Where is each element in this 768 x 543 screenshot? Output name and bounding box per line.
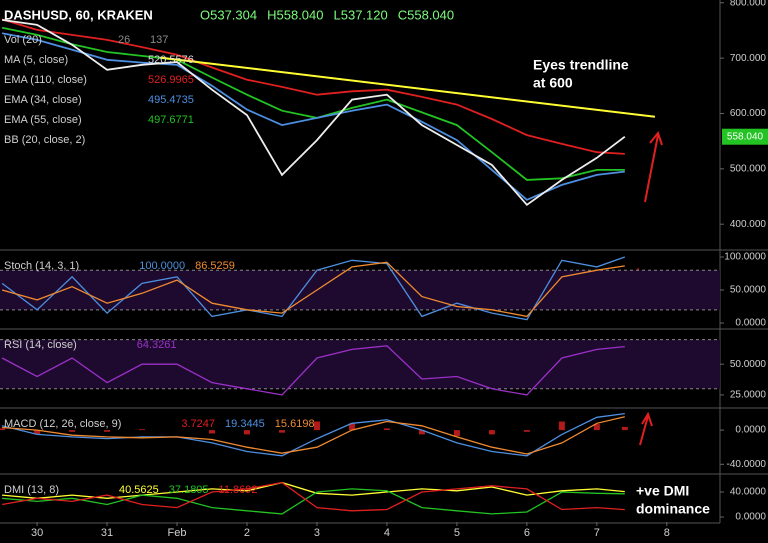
histogram-bar: [621, 426, 628, 431]
y-tick-label: 0.0000: [735, 318, 766, 329]
ohlc: O537.304: [200, 7, 257, 22]
y-tick-label: 25.0000: [730, 390, 767, 401]
panel-value: 15.6198: [275, 418, 315, 430]
legend-name: Vol (20): [4, 34, 42, 46]
series-line: [1, 256, 626, 321]
y-tick-label: -40.0000: [727, 459, 767, 470]
histogram-bar: [348, 423, 355, 431]
y-tick-label: 600.000: [730, 108, 767, 119]
panel-value: 19.3445: [225, 418, 265, 430]
y-tick-label: 500.000: [730, 163, 767, 174]
series-line: [2, 416, 625, 455]
y-tick-label: 50.0000: [730, 285, 767, 296]
legend-value: 497.6771: [148, 114, 194, 126]
histogram-bar: [593, 424, 600, 431]
y-tick-label: 0.0000: [735, 425, 766, 436]
arrow: [644, 130, 663, 203]
ohlc: L537.120: [334, 7, 388, 22]
panel-value: 3.7247: [181, 418, 215, 430]
trendline: [160, 56, 656, 118]
panel-value: 64.3261: [137, 339, 177, 351]
y-tick-label: 50.0000: [730, 359, 767, 370]
symbol: DASHUSD, 60, KRAKEN: [4, 7, 153, 22]
band: [0, 270, 720, 310]
series-line: [1, 261, 625, 318]
price-tag-label: 558.040: [727, 131, 764, 142]
annotation: dominance: [636, 501, 710, 517]
x-tick-label: 7: [594, 527, 600, 539]
ohlc: H558.040: [267, 7, 323, 22]
panel-value: 37.1805: [169, 484, 209, 496]
y-tick-label: 800.000: [730, 0, 767, 8]
y-tick-label: 100.0000: [724, 252, 766, 263]
histogram-bar: [69, 430, 76, 432]
legend-name: EMA (110, close): [4, 74, 87, 86]
x-tick-label: 3: [314, 527, 320, 539]
legend-name: BB (20, close, 2): [4, 134, 85, 146]
panel-value: 86.5259: [195, 260, 235, 272]
histogram-bar: [558, 421, 565, 431]
x-tick-label: 6: [524, 527, 530, 539]
histogram-bar: [453, 430, 460, 437]
series-line: [1, 18, 625, 155]
histogram-bar: [34, 430, 41, 435]
y-tick-label: 0.0000: [735, 512, 766, 523]
y-tick-label: 400.000: [730, 219, 767, 230]
panel-title: DMI (13, 8): [4, 484, 59, 496]
series-line: [1, 32, 625, 201]
legend-value: 137: [150, 34, 168, 46]
x-tick-label: 5: [454, 527, 460, 539]
histogram-bar: [243, 430, 250, 435]
annotation: Eyes trendline: [533, 57, 629, 73]
legend-value: 495.4735: [148, 94, 194, 106]
legend-value: 26: [118, 34, 130, 46]
price-tag: [722, 128, 768, 145]
arrow: [639, 411, 653, 446]
x-tick-label: 31: [101, 527, 113, 539]
series-line: [1, 345, 625, 396]
histogram-bar: [418, 430, 425, 435]
series-line: [1, 412, 625, 457]
panel-title: Stoch (14, 3, 1): [4, 260, 79, 272]
histogram-bar: [488, 430, 495, 435]
histogram-bar: [0, 428, 6, 431]
histogram-bar: [313, 421, 320, 431]
x-tick-label: 8: [664, 527, 670, 539]
annotation: +ve DMI: [636, 483, 689, 499]
panel-title: RSI (14, close): [4, 339, 77, 351]
series-line: [1, 481, 625, 512]
panel-value: 100.0000: [139, 260, 185, 272]
legend-name: EMA (55, close): [4, 114, 82, 126]
panel-value: 11.8692: [219, 484, 258, 496]
band: [0, 339, 720, 389]
annotation: at 600: [533, 75, 573, 91]
x-tick-label: 4: [384, 527, 390, 539]
panel-title: MACD (12, 26, close, 9): [4, 418, 121, 430]
histogram-bar: [523, 430, 530, 432]
panel-value: 40.5625: [119, 484, 159, 496]
histogram-bar: [139, 429, 146, 431]
histogram-bar: [383, 428, 390, 431]
series-line: [2, 481, 625, 499]
histogram-bar: [104, 430, 111, 432]
histogram-bar: [209, 430, 216, 434]
x-tick-label: 30: [31, 527, 43, 539]
histogram-bar: [278, 430, 285, 433]
y-tick-label: 40.0000: [730, 487, 767, 498]
legend-value: 520.5576: [148, 54, 194, 66]
series-line: [2, 488, 625, 515]
ohlc: C558.040: [398, 7, 454, 22]
series-line: [1, 19, 626, 207]
legend-value: 526.9965: [148, 74, 194, 86]
legend-name: MA (5, close): [4, 54, 68, 66]
legend-name: EMA (34, close): [4, 94, 82, 106]
x-tick-label: Feb: [168, 527, 187, 539]
x-tick-label: 2: [244, 527, 250, 539]
y-tick-label: 700.000: [730, 53, 767, 64]
